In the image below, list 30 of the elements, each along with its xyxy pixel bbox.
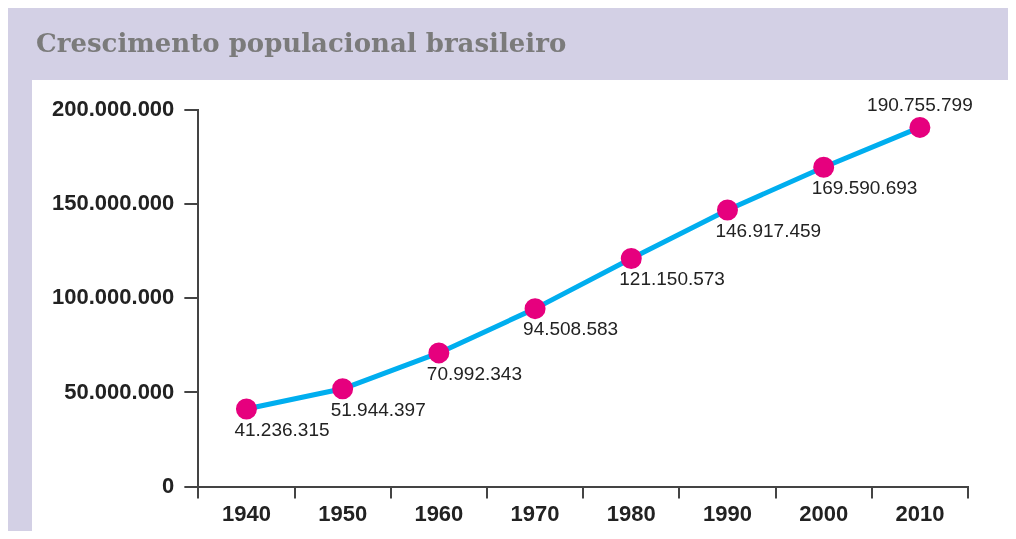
chart-title: Crescimento populacional brasileiro (36, 28, 567, 58)
y-tick-label: 100.000.000 (52, 284, 175, 310)
x-tick-label: 2010 (895, 500, 945, 526)
y-tick-label: 50.000.000 (64, 378, 175, 404)
data-label: 70.992.343 (426, 362, 522, 384)
point (428, 342, 450, 364)
y-tick-label: 0 (162, 472, 175, 498)
x-tick-label: 1950 (318, 500, 368, 526)
data-label: 41.236.315 (234, 418, 330, 440)
data-label: 51.944.397 (330, 398, 426, 420)
point (524, 298, 546, 320)
y-tick-label: 150.000.000 (52, 190, 175, 216)
data-label: 190.755.799 (867, 94, 973, 116)
data-label: 94.508.583 (523, 318, 619, 340)
y-tick-label: 200.000.000 (52, 96, 175, 122)
point (813, 156, 835, 178)
x-tick-label: 1960 (414, 500, 464, 526)
data-label: 146.917.459 (715, 219, 822, 241)
x-tick-label: 1970 (510, 500, 560, 526)
x-tick-label: 1980 (606, 500, 656, 526)
x-tick-label: 2000 (799, 500, 849, 526)
point (909, 116, 931, 138)
point (620, 247, 642, 269)
data-label: 169.590.693 (811, 177, 918, 198)
point (716, 199, 738, 221)
point (332, 378, 354, 400)
x-tick-label: 1990 (703, 500, 752, 526)
point (235, 398, 257, 420)
x-tick-label: 1940 (221, 500, 271, 526)
data-label: 121.150.573 (619, 268, 725, 290)
